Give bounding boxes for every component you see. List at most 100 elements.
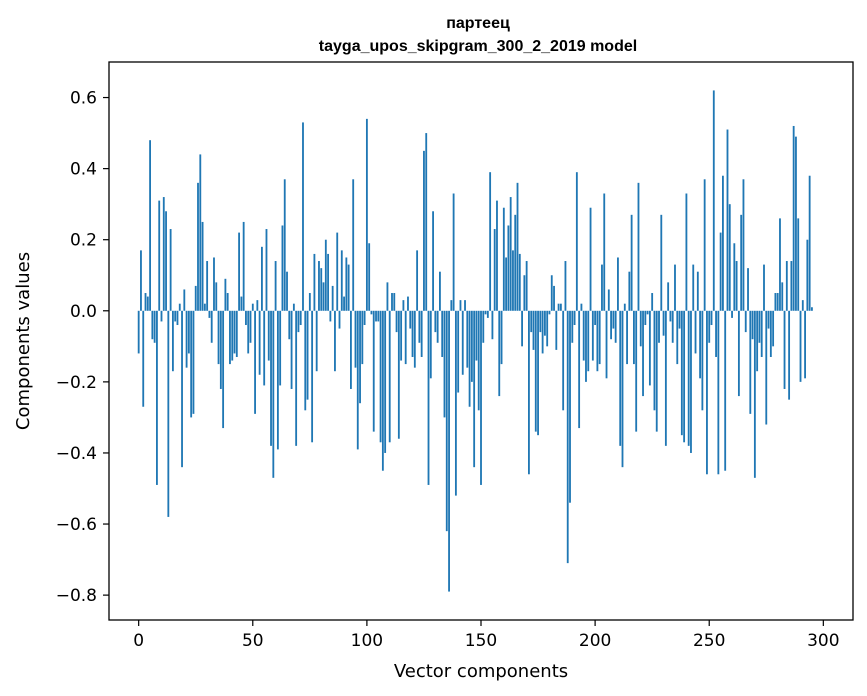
bar-269 <box>751 310 754 340</box>
bar-26 <box>197 182 199 311</box>
bar-122 <box>416 250 419 311</box>
y-tick-label: 0.2 <box>70 231 97 251</box>
bar-191 <box>573 310 576 326</box>
bar-207 <box>610 310 612 340</box>
bar-274 <box>763 264 765 311</box>
bar-54 <box>261 246 263 311</box>
bar-52 <box>256 300 259 311</box>
bar-262 <box>735 261 738 311</box>
bar-106 <box>379 310 382 443</box>
bar-272 <box>758 310 761 343</box>
bar-95 <box>354 310 357 368</box>
bar-294 <box>808 175 811 311</box>
bar-63 <box>281 225 284 311</box>
bar-85 <box>331 285 334 311</box>
bar-241 <box>687 310 690 446</box>
x-tick-label: 150 <box>465 631 497 651</box>
bar-250 <box>708 310 711 343</box>
x-tick-label: 250 <box>693 631 725 651</box>
bar-201 <box>596 310 599 372</box>
bar-293 <box>806 239 809 311</box>
x-axis-label: Vector components <box>394 661 568 682</box>
bar-228 <box>658 310 660 343</box>
bar-148 <box>475 310 478 361</box>
bar-28 <box>201 221 204 311</box>
bar-47 <box>245 310 247 326</box>
bar-175 <box>537 310 539 436</box>
bar-49 <box>249 310 252 343</box>
plot-frame <box>108 61 854 621</box>
bar-121 <box>413 310 416 368</box>
bar-22 <box>187 310 190 354</box>
bar-288 <box>795 136 797 311</box>
bar-141 <box>459 300 462 311</box>
bar-165 <box>514 214 517 311</box>
bar-238 <box>680 310 683 436</box>
bar-221 <box>642 310 644 397</box>
bar-90 <box>343 296 345 311</box>
bar-179 <box>546 310 549 347</box>
bar-9 <box>158 200 161 311</box>
bar-2 <box>142 310 145 407</box>
bar-222 <box>644 310 647 326</box>
bar-265 <box>742 179 745 311</box>
y-axis-label: Components values <box>13 252 34 430</box>
bar-31 <box>208 310 211 318</box>
bar-4 <box>146 296 149 311</box>
bar-236 <box>676 310 679 365</box>
bar-60 <box>274 261 277 311</box>
bar-74 <box>306 310 309 400</box>
bar-186 <box>562 310 565 411</box>
bar-48 <box>247 310 250 354</box>
bar-245 <box>696 271 699 311</box>
bar-200 <box>594 310 597 326</box>
bar-266 <box>744 310 747 333</box>
bar-276 <box>767 310 770 329</box>
bar-8 <box>156 310 158 485</box>
bar-282 <box>781 282 784 311</box>
bar-162 <box>507 225 510 311</box>
bar-209 <box>614 310 617 343</box>
bar-139 <box>454 310 457 496</box>
bar-163 <box>509 197 512 311</box>
bar-18 <box>178 303 181 311</box>
bar-194 <box>580 303 583 311</box>
bar-247 <box>701 310 704 411</box>
bar-131 <box>436 310 439 343</box>
bar-202 <box>598 310 601 365</box>
bar-217 <box>633 310 635 365</box>
bar-190 <box>571 310 574 343</box>
bar-34 <box>215 282 218 311</box>
bar-7 <box>153 310 156 343</box>
bar-286 <box>790 261 793 311</box>
bar-213 <box>623 303 626 311</box>
bar-146 <box>470 310 473 382</box>
bar-198 <box>589 207 592 311</box>
bar-249 <box>706 310 708 475</box>
bar-97 <box>359 310 361 404</box>
bar-11 <box>162 197 165 311</box>
bar-84 <box>329 310 332 322</box>
bar-223 <box>646 310 649 315</box>
bar-89 <box>340 250 343 311</box>
bar-125 <box>423 150 425 311</box>
bar-212 <box>621 310 624 468</box>
bar-240 <box>685 193 688 311</box>
bar-50 <box>251 303 254 311</box>
bar-130 <box>434 310 437 333</box>
bar-267 <box>747 268 749 311</box>
bar-0 <box>137 310 140 354</box>
bar-181 <box>550 275 553 311</box>
bar-239 <box>683 310 686 443</box>
bar-287 <box>792 125 795 311</box>
bar-132 <box>439 271 441 311</box>
bar-263 <box>737 310 740 397</box>
bar-227 <box>655 310 658 432</box>
bar-144 <box>466 310 469 368</box>
bar-55 <box>263 310 266 386</box>
bar-285 <box>788 310 791 400</box>
bar-73 <box>304 310 307 411</box>
bar-10 <box>160 310 163 322</box>
